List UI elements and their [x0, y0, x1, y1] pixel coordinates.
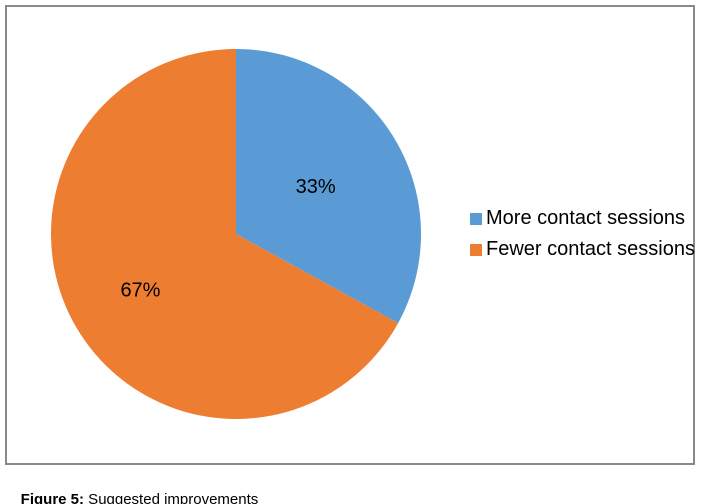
legend: More contact sessions Fewer contact sess…	[470, 203, 695, 265]
pie-slice-label-1: 67%	[120, 280, 160, 302]
legend-label: Fewer contact sessions	[486, 238, 695, 260]
pie-slice-1	[51, 49, 399, 419]
pie-chart: 33% 67%	[51, 49, 421, 419]
caption-text: Suggested improvements	[84, 491, 259, 504]
legend-marker-blue-square-icon	[470, 212, 482, 225]
figure-caption: Figure 5: Suggested improvements	[4, 474, 259, 504]
chart-area: 33% 67% More contact sessions Fewer conta…	[5, 5, 695, 465]
pie-slice-0	[236, 49, 421, 324]
legend-label: More contact sessions	[486, 207, 685, 229]
pie-slice-label-0: 33%	[296, 176, 336, 198]
legend-marker-orange-square-icon	[470, 243, 482, 256]
legend-item-fewer-contact-sessions: Fewer contact sessions	[470, 234, 695, 265]
caption-prefix: Figure 5:	[20, 491, 85, 504]
legend-item-more-contact-sessions: More contact sessions	[470, 203, 695, 234]
